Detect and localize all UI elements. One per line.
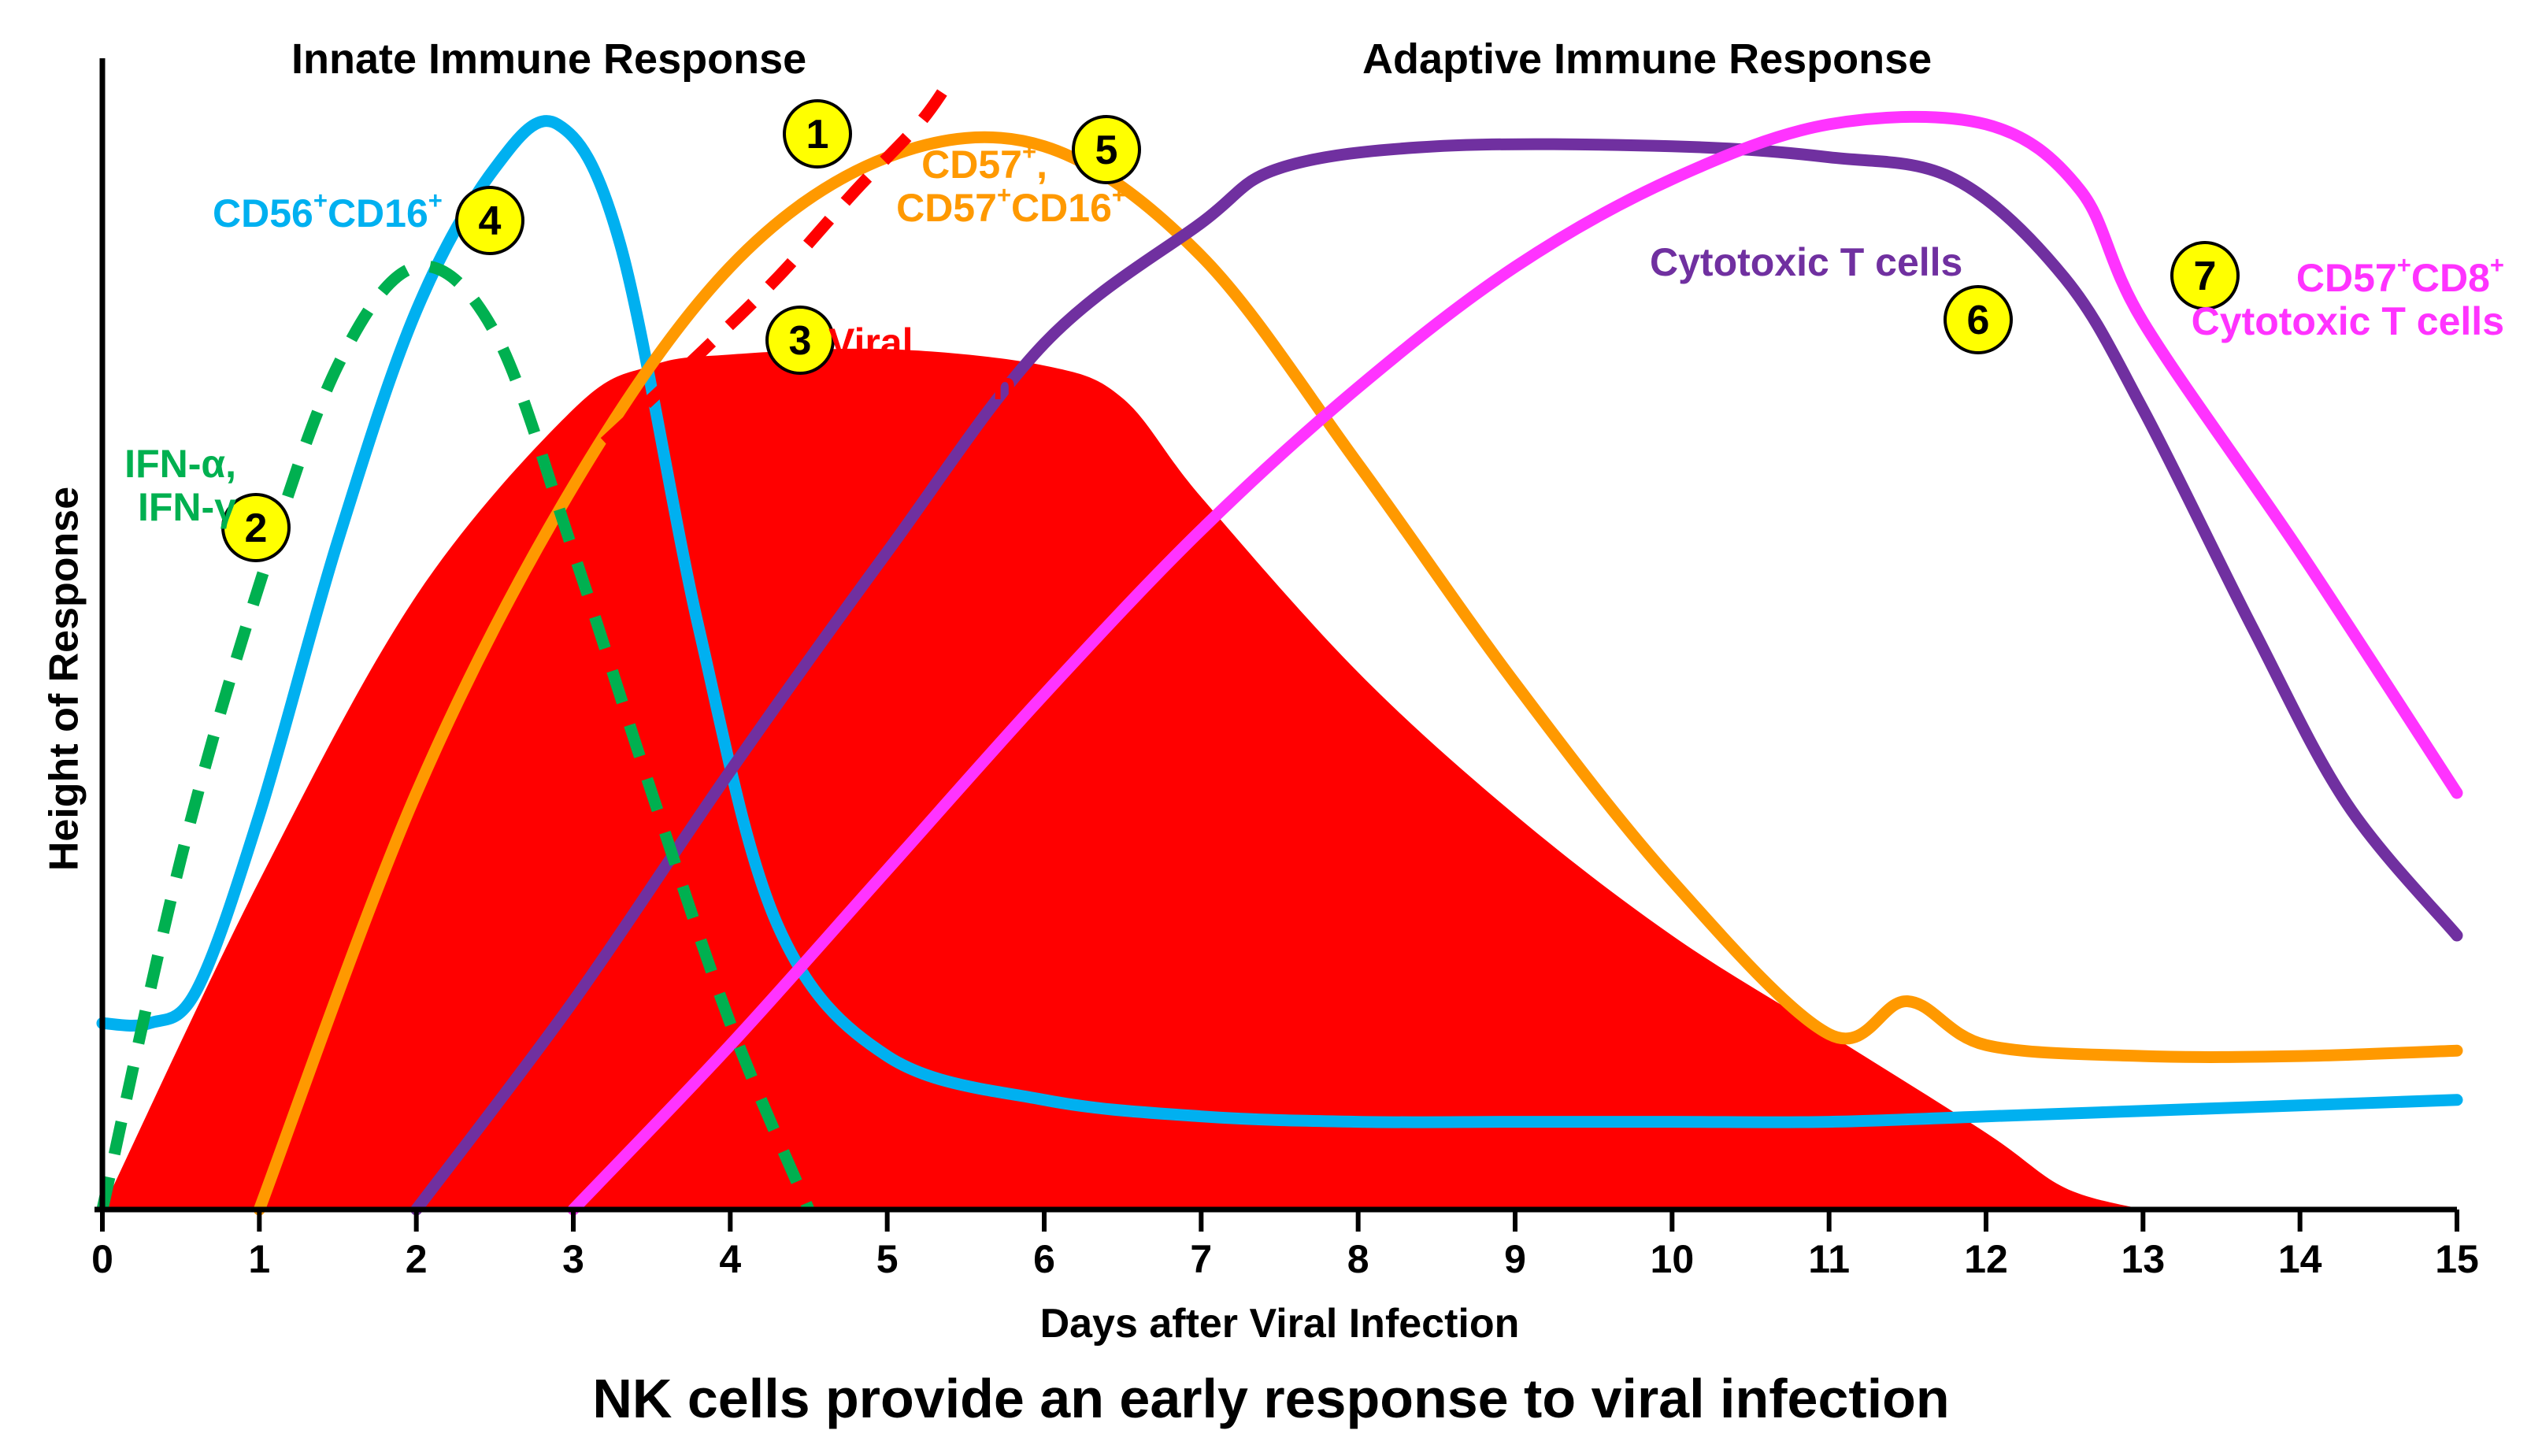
viral-replication-label: Viral replication bbox=[817, 320, 1017, 408]
cd16-text-2: CD16 bbox=[1011, 186, 1112, 230]
tick-labels-layer: 0 1 2 3 4 5 6 7 8 9 10 11 12 13 14 15 bbox=[91, 1237, 2479, 1281]
badge-number: 1 bbox=[806, 112, 829, 157]
x-axis-label: Days after Viral Infection bbox=[1039, 1301, 1520, 1347]
cytotoxic-t-label: Cytotoxic T cells bbox=[1650, 240, 1963, 284]
badge-number: 7 bbox=[2194, 254, 2217, 299]
badge-circle bbox=[2170, 241, 2240, 310]
x-tick-label: 4 bbox=[719, 1237, 741, 1281]
x-tick-label: 6 bbox=[1033, 1237, 1055, 1281]
badge-6: 6 bbox=[1944, 285, 2013, 354]
x-tick-label: 12 bbox=[1964, 1237, 2008, 1281]
cd57-cd8-label: CD57+CD8+ Cytotoxic T cells bbox=[2173, 253, 2504, 343]
viral-label-line1: Viral bbox=[828, 320, 913, 365]
badge-circle bbox=[783, 99, 852, 169]
viral-area-layer bbox=[102, 348, 2144, 1210]
badge-circle bbox=[1072, 115, 1141, 184]
badge-circle bbox=[455, 186, 524, 255]
badge-number: 2 bbox=[245, 506, 268, 551]
viral-label-line2: replication bbox=[817, 364, 1017, 408]
adaptive-region-label: Adaptive Immune Response bbox=[1362, 35, 1932, 83]
x-tick-label: 3 bbox=[562, 1237, 584, 1281]
series-line-cd57-cd57-cd16 bbox=[253, 131, 2463, 1216]
badge-circle bbox=[765, 306, 835, 375]
x-tick-label: 11 bbox=[1808, 1237, 1850, 1281]
sup-plus: + bbox=[996, 180, 1012, 209]
badge-7: 7 bbox=[2170, 241, 2240, 310]
y-axis-label: Height of Response bbox=[41, 486, 87, 872]
sup-plus: + bbox=[2396, 250, 2411, 279]
x-tick-label: 14 bbox=[2278, 1237, 2322, 1281]
badge-5: 5 bbox=[1072, 115, 1141, 184]
sup-plus: + bbox=[2489, 250, 2504, 279]
cd57-text: CD57 bbox=[921, 143, 1022, 187]
badge-circle bbox=[1944, 285, 2013, 354]
x-tick-label: 8 bbox=[1347, 1237, 1369, 1281]
chart-title: NK cells provide an early response to vi… bbox=[592, 1368, 1950, 1429]
sup-plus: + bbox=[1021, 137, 1037, 165]
cd57-comma: , bbox=[1036, 143, 1047, 187]
x-tick-label: 2 bbox=[406, 1237, 428, 1281]
x-tick-label: 1 bbox=[248, 1237, 270, 1281]
cd57-text-2: CD57 bbox=[896, 186, 997, 230]
x-tick-label: 10 bbox=[1651, 1237, 1695, 1281]
sup-plus: + bbox=[1111, 180, 1126, 209]
badge-number: 4 bbox=[479, 198, 502, 244]
ifn-label: IFN-α, IFN-γ bbox=[87, 443, 236, 529]
badge-number: 5 bbox=[1095, 128, 1118, 173]
cd16-text: CD16 bbox=[327, 191, 428, 235]
cd56-cd16-label: CD56+CD16+ bbox=[213, 188, 443, 235]
badge-circle bbox=[221, 493, 291, 562]
series-line-cd57-cd8-cytotoxic-t-cells bbox=[567, 110, 2463, 1216]
badge-number: 3 bbox=[789, 318, 812, 364]
sup-plus: + bbox=[313, 186, 328, 214]
badge-4: 4 bbox=[455, 186, 524, 255]
cd57-text-3: CD57 bbox=[2296, 256, 2397, 300]
x-tick-label: 15 bbox=[2435, 1237, 2479, 1281]
innate-region-label: Innate Immune Response bbox=[291, 35, 807, 83]
badges-layer: 1 2 3 4 5 6 7 bbox=[221, 99, 2240, 562]
badge-2: 2 bbox=[221, 493, 291, 562]
series-area-viral-replication bbox=[102, 348, 2144, 1210]
cd56-text: CD56 bbox=[213, 191, 313, 235]
x-tick-label: 7 bbox=[1190, 1237, 1212, 1281]
badge-3: 3 bbox=[765, 306, 835, 375]
x-tick-label: 0 bbox=[91, 1237, 113, 1281]
series-line-cd56-cd16 bbox=[96, 115, 2463, 1128]
badge-number: 6 bbox=[1967, 298, 1990, 343]
x-tick-label: 9 bbox=[1504, 1237, 1526, 1281]
x-tick-label: 13 bbox=[2121, 1237, 2166, 1281]
series-line-ifn-ifn bbox=[96, 260, 814, 1212]
series-line-cytotoxic-t-cells bbox=[410, 138, 2463, 1216]
sup-plus: + bbox=[428, 186, 443, 214]
ifn-label-line1: IFN-α, bbox=[124, 442, 236, 486]
badge-1: 1 bbox=[783, 99, 852, 169]
ifn-label-line2: IFN-γ bbox=[138, 485, 236, 529]
cd8-text: CD8 bbox=[2410, 256, 2490, 300]
axes-layer bbox=[94, 58, 2459, 1232]
cd57-cd8-line2: Cytotoxic T cells bbox=[2191, 299, 2504, 343]
series-lines-layer bbox=[96, 76, 2463, 1216]
x-tick-label: 5 bbox=[876, 1237, 899, 1281]
cd57-label: CD57+, CD57+CD16+ bbox=[850, 139, 1126, 230]
